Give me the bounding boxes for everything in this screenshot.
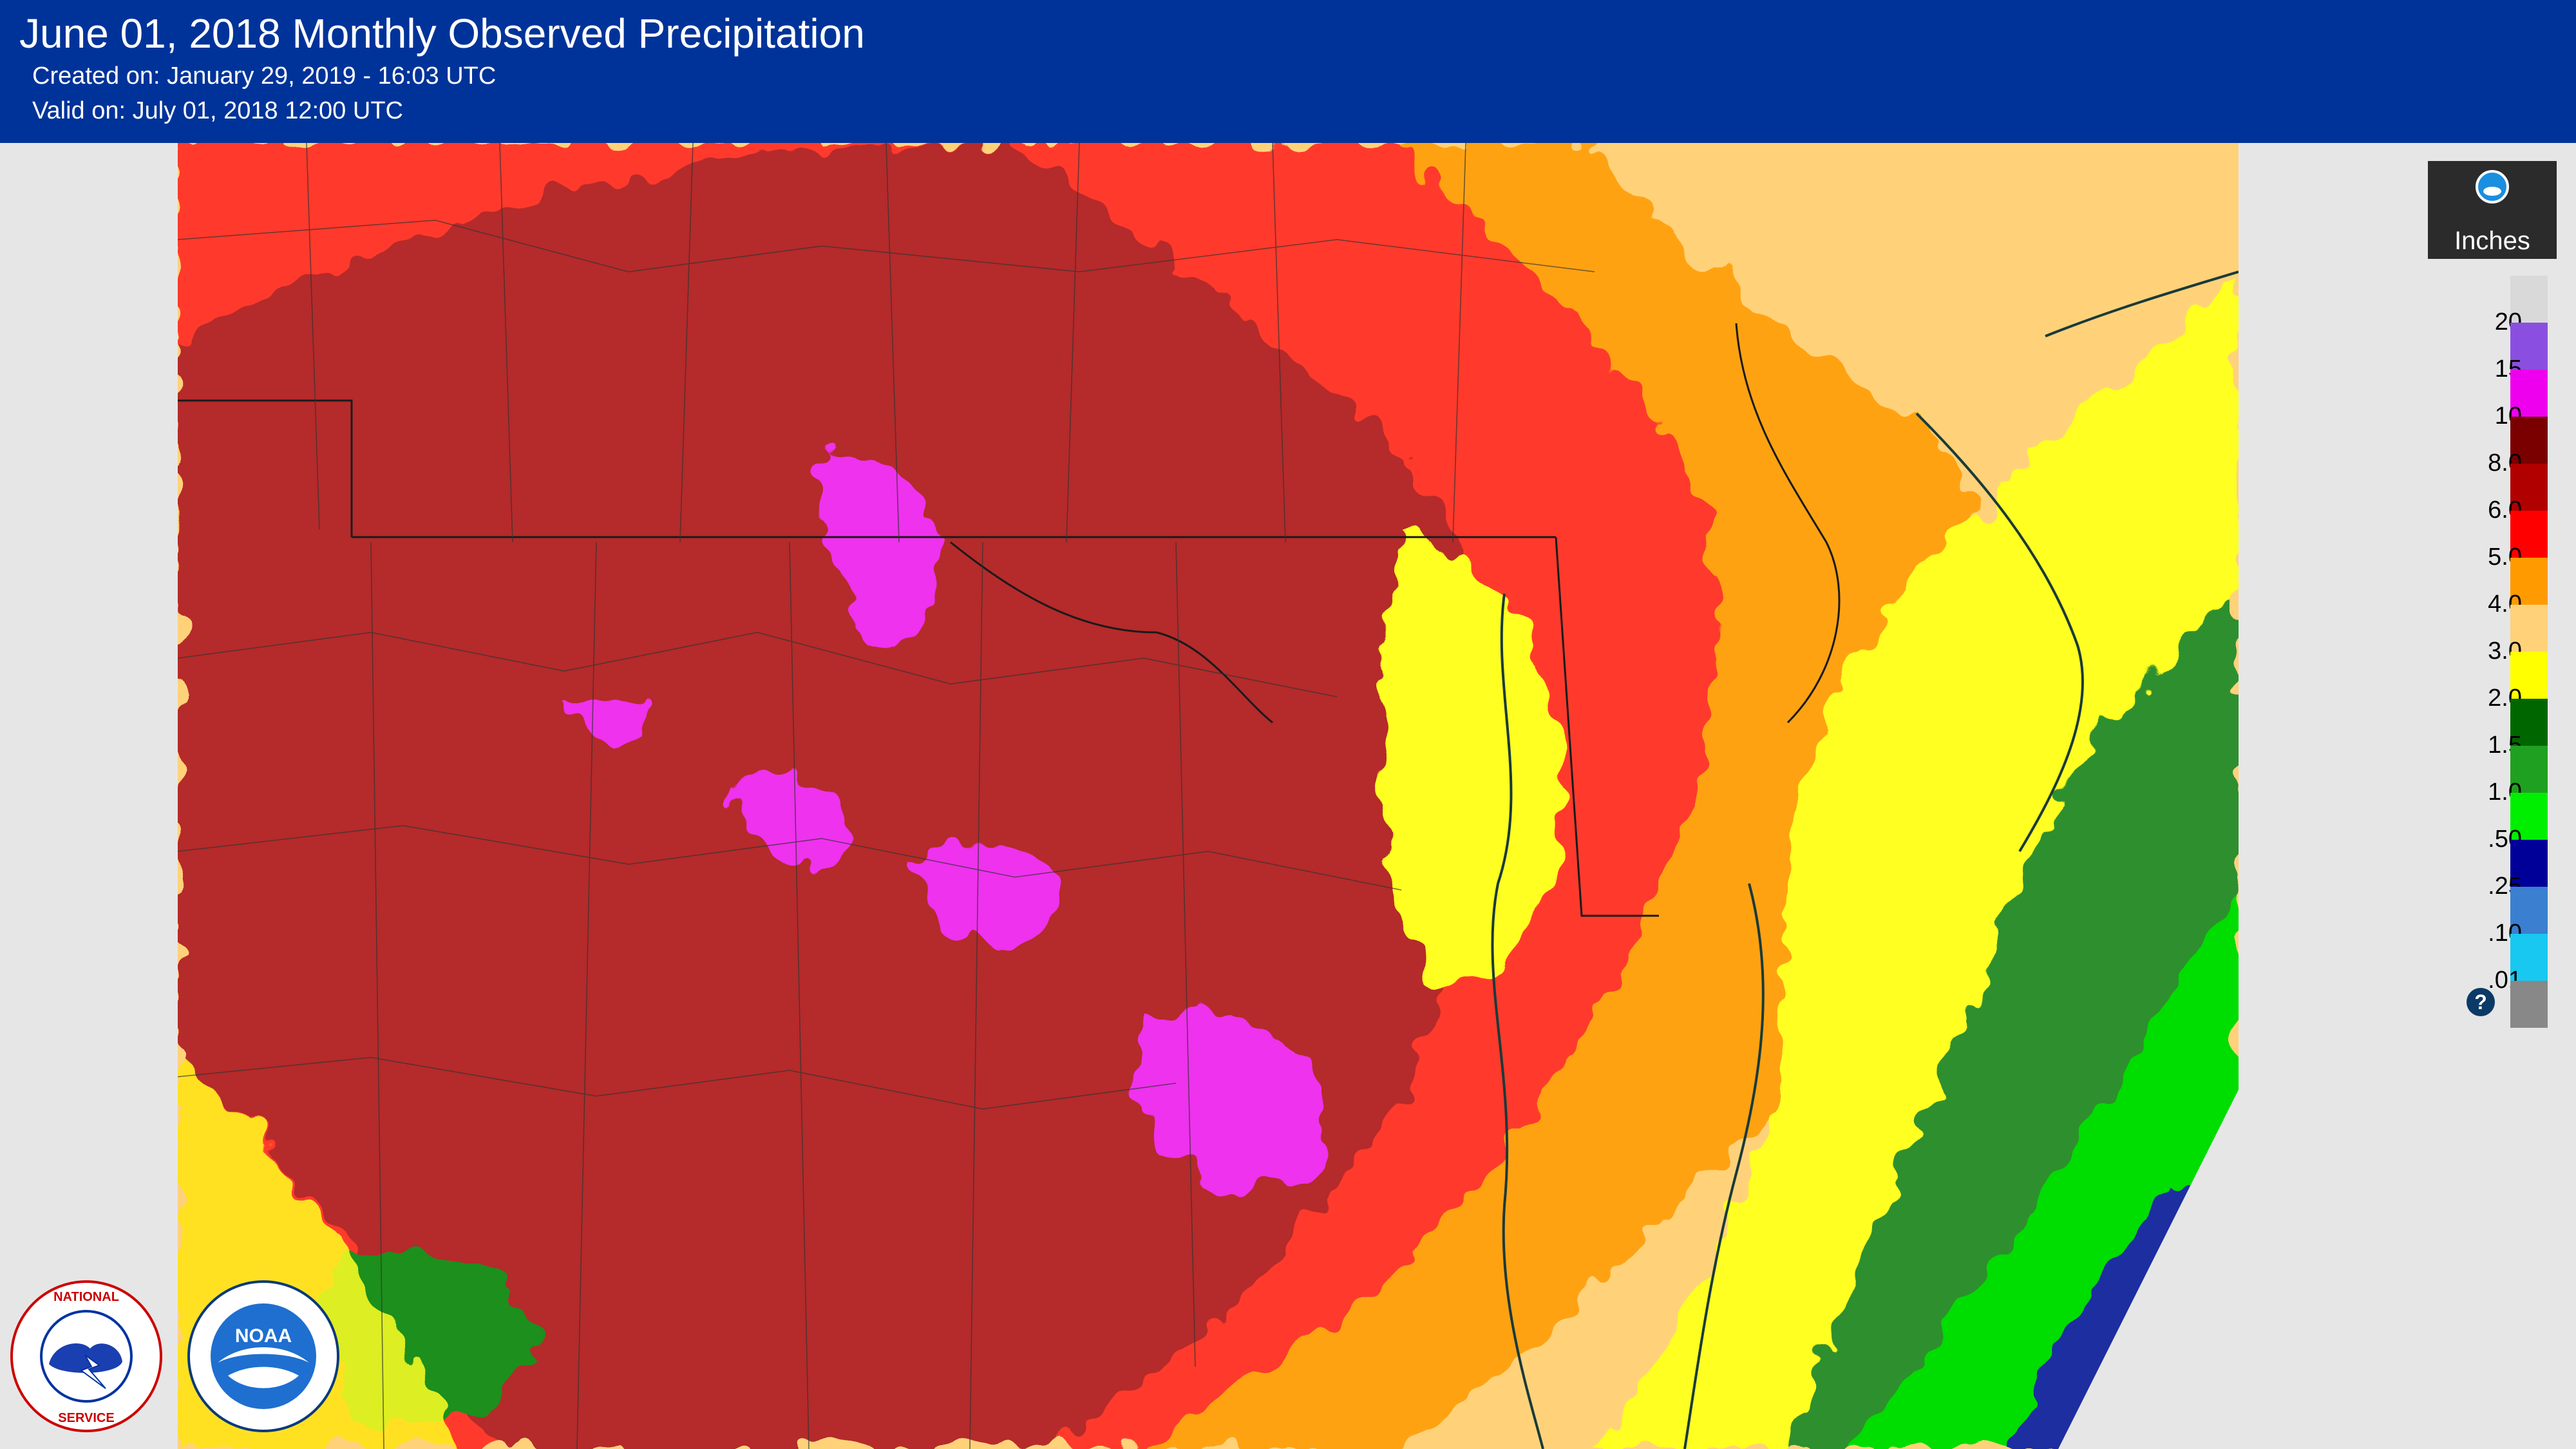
coastline	[1491, 270, 2239, 1449]
color-legend: Inches 20 15 10 8.0 6.0 5.0 4.0 3.0 2.0 1.5 1.0.50…	[2428, 161, 2557, 1028]
precip-zone-magenta-3	[912, 843, 1056, 952]
noaa-mini-logo-icon	[2476, 170, 2509, 204]
legend-header: Inches	[2428, 161, 2557, 259]
legend-swatch	[2510, 699, 2548, 746]
precip-zone-magenta-2	[732, 777, 843, 869]
created-on-text: Created on: January 29, 2019 - 16:03 UTC	[32, 62, 497, 90]
map-clip-corner	[2058, 1090, 2239, 1449]
legend-swatch	[2510, 652, 2548, 699]
legend-swatch	[2510, 323, 2548, 370]
precip-zone-magenta-4	[1135, 1008, 1325, 1189]
legend-swatch	[2510, 370, 2548, 417]
state-borders	[178, 323, 1841, 917]
county-borders	[178, 143, 1595, 1449]
svg-text:SERVICE: SERVICE	[58, 1411, 114, 1425]
header-bar: June 01, 2018 Monthly Observed Precipita…	[0, 0, 2576, 143]
noaa-logo: NOAA	[178, 1279, 349, 1434]
precip-zone-magenta-5	[564, 693, 652, 744]
precip-zone-magenta-1	[819, 450, 940, 649]
help-button[interactable]: ?	[2467, 988, 2495, 1016]
legend-swatch	[2510, 840, 2548, 887]
precip-zone-yellow-bay	[1380, 529, 1562, 987]
noaa-logo-text: NOAA	[235, 1325, 292, 1347]
precip-field	[178, 143, 2239, 1449]
legend-swatch	[2510, 511, 2548, 558]
legend-swatch	[2510, 558, 2548, 605]
valid-on-text: Valid on: July 01, 2018 12:00 UTC	[32, 97, 403, 124]
legend-swatch	[2510, 793, 2548, 840]
svg-text:NATIONAL: NATIONAL	[53, 1290, 119, 1304]
legend-swatch	[2510, 887, 2548, 934]
legend-swatch	[2510, 605, 2548, 652]
precipitation-map[interactable]	[178, 143, 2239, 1449]
legend-swatch	[2510, 746, 2548, 793]
legend-unit-label: Inches	[2454, 227, 2530, 255]
page-title: June 01, 2018 Monthly Observed Precipita…	[19, 10, 865, 57]
nws-logo: NATIONAL SERVICE	[9, 1279, 164, 1434]
legend-swatch	[2510, 934, 2548, 981]
legend-swatch	[2510, 464, 2548, 511]
legend-swatch	[2510, 276, 2548, 323]
legend-swatch	[2510, 417, 2548, 464]
legend-swatch	[2510, 981, 2548, 1028]
